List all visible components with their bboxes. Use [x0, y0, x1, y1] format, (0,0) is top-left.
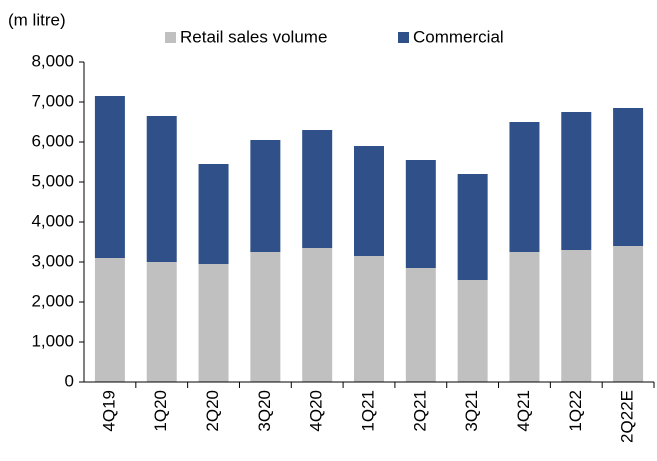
bar-segment	[94, 96, 125, 258]
bar-segment	[354, 256, 384, 382]
bar-segment	[250, 140, 281, 252]
bar-segment	[146, 116, 177, 262]
bar-segment	[509, 252, 540, 382]
bar-segment	[509, 122, 540, 252]
bar-segment	[613, 246, 644, 382]
y-tick-label: 2,000	[31, 291, 74, 310]
bar-segment	[561, 250, 592, 382]
bar-segment	[198, 164, 229, 264]
legend-swatch	[398, 32, 409, 43]
x-tick-label: 4Q21	[514, 390, 533, 432]
bar-segment	[457, 174, 488, 280]
bar-segment	[457, 280, 488, 382]
bar-segment	[94, 258, 125, 382]
x-tick-label: 1Q20	[151, 390, 170, 432]
legend-label: Commercial	[413, 27, 504, 46]
y-tick-label: 6,000	[31, 131, 74, 150]
y-tick-label: 8,000	[31, 51, 74, 70]
bar-segment	[405, 268, 436, 382]
bar-segment	[302, 248, 333, 382]
y-tick-label: 1,000	[31, 331, 74, 350]
x-tick-label: 4Q19	[99, 390, 118, 432]
y-axis-label: (m litre)	[8, 10, 66, 29]
x-tick-label: 2Q22E	[618, 390, 637, 443]
x-tick-label: 2Q21	[410, 390, 429, 432]
legend-swatch	[165, 32, 176, 43]
bar-segment	[198, 264, 229, 382]
legend-label: Retail sales volume	[180, 27, 327, 46]
x-tick-label: 4Q20	[307, 390, 326, 432]
x-tick-label: 1Q22	[566, 390, 585, 432]
y-tick-label: 3,000	[31, 251, 74, 270]
y-tick-label: 7,000	[31, 91, 74, 110]
bar-segment	[613, 108, 644, 246]
y-tick-label: 0	[65, 371, 74, 390]
bar-segment	[405, 160, 436, 268]
y-tick-label: 5,000	[31, 171, 74, 190]
bar-segment	[146, 262, 177, 382]
y-tick-label: 4,000	[31, 211, 74, 230]
bar-segment	[561, 112, 592, 250]
x-tick-label: 1Q21	[358, 390, 377, 432]
bar-segment	[302, 130, 333, 248]
x-tick-label: 2Q20	[203, 390, 222, 432]
x-tick-label: 3Q21	[462, 390, 481, 432]
bar-segment	[354, 146, 384, 256]
bar-segment	[250, 252, 281, 382]
x-tick-label: 3Q20	[255, 390, 274, 432]
